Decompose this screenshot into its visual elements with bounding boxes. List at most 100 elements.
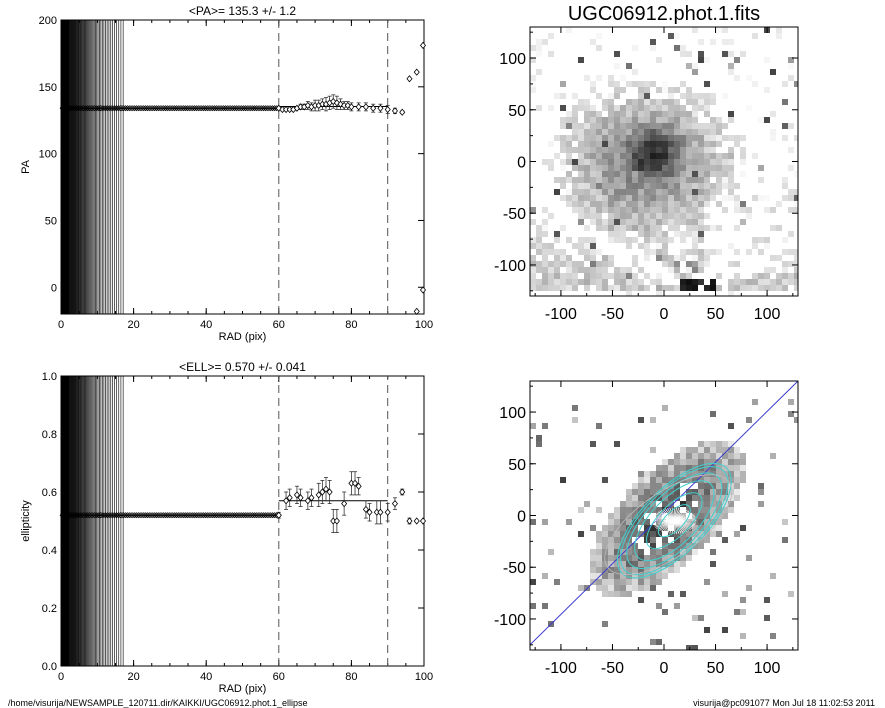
data-point (242, 512, 248, 519)
y-tick-label: 0.6 (42, 487, 57, 499)
image-pixel (656, 183, 662, 189)
image-pixel (620, 231, 626, 237)
image-pixel (716, 183, 722, 189)
data-point (177, 105, 183, 112)
image-pixel (686, 135, 692, 141)
image-pixel (668, 459, 674, 465)
image-pixel (704, 57, 710, 63)
image-pixel (686, 129, 692, 135)
image-pixel (698, 237, 704, 243)
y-tick-label: 150 (39, 82, 57, 94)
image-pixel (740, 633, 746, 639)
data-point (406, 517, 413, 525)
image-pixel (644, 219, 650, 225)
image-pixel (602, 219, 608, 225)
image-pixel (632, 159, 638, 165)
data-point (226, 512, 232, 519)
image-pixel (662, 507, 668, 513)
image-pixel (644, 495, 650, 501)
image-pixel (590, 237, 596, 243)
image-pixel (656, 255, 662, 261)
image-pixel (626, 495, 632, 501)
image-pixel (764, 243, 770, 249)
image-pixel (638, 585, 644, 591)
image-pixel (704, 225, 710, 231)
image-pixel (794, 171, 798, 177)
data-point (173, 512, 179, 519)
data-point (114, 512, 119, 519)
image-pixel (578, 141, 584, 147)
image-pixel (764, 237, 770, 243)
image-pixel (656, 165, 662, 171)
data-point (192, 512, 198, 519)
data-point (63, 512, 69, 519)
data-point (250, 105, 256, 112)
image-pixel (548, 549, 554, 555)
data-point (199, 512, 205, 519)
image-pixel (686, 543, 692, 549)
image-pixel (626, 123, 632, 129)
image-pixel (704, 177, 710, 183)
image-pixel (620, 153, 626, 159)
data-point (239, 512, 245, 519)
image-pixel (734, 471, 740, 477)
image-pixel (590, 189, 596, 195)
image-pixel (698, 201, 704, 207)
x-tick-label: -100 (545, 660, 577, 677)
image-pixel (674, 273, 680, 279)
image-pixel (710, 165, 716, 171)
y-axis-label: ellipticity (20, 500, 32, 542)
image-pixel (692, 543, 698, 549)
image-pixel (560, 147, 566, 153)
image-pixel (698, 129, 704, 135)
image-pixel (608, 213, 614, 219)
data-point (97, 512, 103, 519)
image-pixel (734, 261, 740, 267)
image-pixel (626, 543, 632, 549)
image-pixel (662, 243, 668, 249)
image-pixel (668, 213, 674, 219)
data-point (224, 105, 230, 112)
image-pixel (614, 159, 620, 165)
image-pixel (548, 267, 554, 273)
image-pixel (656, 483, 662, 489)
image-pixel (644, 153, 650, 159)
x-tick-label: 0 (660, 660, 669, 677)
image-pixel (722, 477, 728, 483)
image-pixel (572, 177, 578, 183)
data-point (108, 512, 114, 519)
image-pixel (650, 231, 656, 237)
image-pixel (704, 81, 710, 87)
image-pixel (710, 459, 716, 465)
image-pixel (554, 255, 560, 261)
image-pixel (602, 537, 608, 543)
image-pixel (632, 273, 638, 279)
image-pixel (530, 87, 536, 93)
image-pixel (788, 261, 794, 267)
image-pixel (620, 273, 626, 279)
image-pixel (728, 189, 734, 195)
image-pixel (614, 171, 620, 177)
image-pixel (542, 603, 548, 609)
image-pixel (548, 105, 554, 111)
image-pixel (686, 177, 692, 183)
image-pixel (776, 201, 782, 207)
image-pixel (608, 585, 614, 591)
image-pixel (734, 483, 740, 489)
image-pixel (722, 153, 728, 159)
image-pixel (560, 279, 566, 285)
image-pixel (638, 111, 644, 117)
image-pixel (734, 135, 740, 141)
image-pixel (626, 567, 632, 573)
image-pixel (602, 573, 608, 579)
image-pixel (566, 255, 572, 261)
image-pixel (692, 225, 698, 231)
image-pixel (590, 111, 596, 117)
data-point (79, 512, 85, 519)
image-pixel (608, 225, 614, 231)
image-pixel (578, 129, 584, 135)
data-point (283, 497, 290, 505)
data-point (224, 512, 230, 519)
image-pixel (578, 267, 584, 273)
image-pixel (722, 537, 728, 543)
